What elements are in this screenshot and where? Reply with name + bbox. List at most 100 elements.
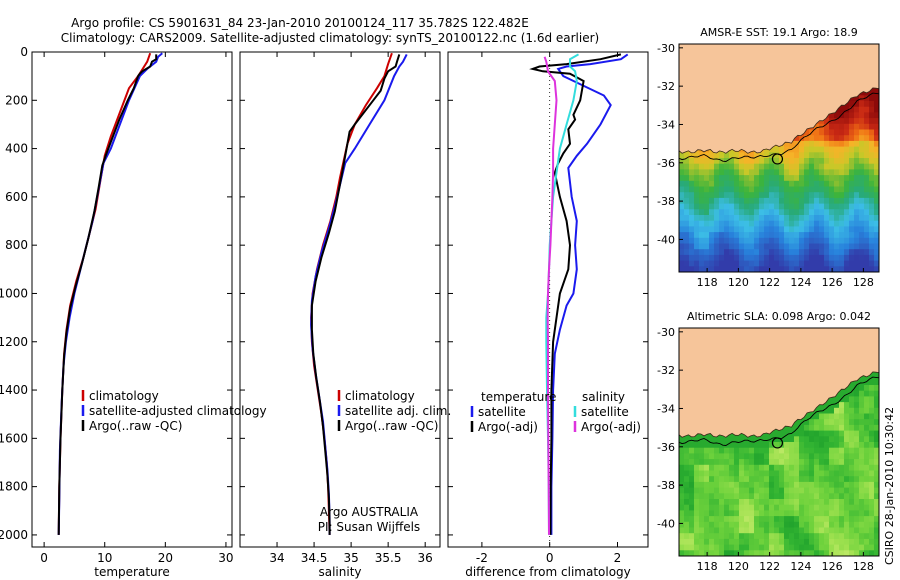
- map_sst-cell: [854, 197, 860, 205]
- map_sla-cell: [729, 527, 735, 534]
- map_sst-cell: [864, 192, 870, 199]
- map_sla-cell: [784, 493, 790, 500]
- map_sst-cell: [749, 158, 755, 165]
- map_sst-cell: [774, 192, 780, 199]
- map_sst-cell: [739, 254, 745, 262]
- map_sla-cell: [684, 442, 690, 449]
- map_sla-cell: [809, 442, 815, 449]
- map_sla-cell: [839, 453, 845, 460]
- map_sst-cell: [684, 254, 690, 262]
- map_sla-cell: [799, 419, 805, 426]
- map_sla-cell: [814, 487, 820, 494]
- map_sla-cell: [849, 396, 855, 403]
- map_sla-cell: [694, 436, 700, 443]
- map_sst-cell: [859, 243, 865, 250]
- map_sst-cell: [699, 180, 705, 188]
- map_sla-cell: [714, 464, 720, 472]
- map_sst-cell: [744, 254, 750, 262]
- map_sst-cell: [804, 232, 810, 239]
- map_sst-cell: [809, 158, 815, 165]
- map_sla-cell: [744, 521, 750, 529]
- map_sst-cell: [744, 232, 750, 239]
- map_sla-cell: [744, 442, 750, 449]
- map_sla-cell: [839, 430, 845, 437]
- map_sst-cell: [859, 215, 865, 222]
- difference-series-0: [550, 53, 629, 535]
- map_sla-cell: [829, 487, 835, 494]
- map_sst-cell: [854, 140, 860, 148]
- map_sla-cell: [824, 516, 830, 523]
- map_sla-cell: [694, 453, 700, 460]
- map_sla-cell: [679, 538, 685, 546]
- map_sla-cell: [679, 470, 685, 477]
- map_sst-cell: [689, 215, 695, 222]
- map_sla-cell: [679, 510, 685, 517]
- map_sst-cell: [814, 254, 820, 262]
- map_sst-cell: [709, 232, 715, 239]
- map_sla-cell: [744, 499, 750, 506]
- map_sla-cell: [724, 493, 730, 500]
- map_sst-cell: [684, 169, 690, 176]
- map_sst-cell: [824, 123, 830, 131]
- map_sla-cell: [679, 442, 685, 449]
- map_sst-cell: [734, 180, 740, 188]
- map_sst-cell: [729, 243, 735, 250]
- map_sla-cell: [714, 544, 720, 551]
- map_sla-cell: [874, 493, 879, 500]
- map_sst-cell: [729, 232, 735, 239]
- map_sla-cell: [719, 464, 725, 472]
- map_sst-cell: [724, 232, 730, 239]
- difference-xtick-label-2: 2: [614, 551, 622, 565]
- map_sst-cell: [714, 209, 720, 216]
- map_sla-cell: [679, 533, 685, 540]
- map_sst-cell: [684, 237, 690, 245]
- map_sst-cell: [699, 226, 705, 233]
- map_sst-cell: [829, 180, 835, 188]
- map_sla-cell: [699, 459, 705, 466]
- map_sst-cell: [824, 260, 830, 267]
- map_sla-cell: [839, 459, 845, 466]
- map_sst-cell: [849, 129, 855, 136]
- map_sla-cell: [819, 436, 825, 443]
- depth-tick-label-10: 2000: [0, 528, 28, 542]
- map_sla-cell: [824, 453, 830, 460]
- map_sst-cell: [789, 254, 795, 262]
- map_sla-cell: [829, 436, 835, 443]
- map_sst-cell: [744, 197, 750, 205]
- map_sst-cell: [779, 254, 785, 262]
- map_sla-cell: [854, 544, 860, 551]
- map_sst-cell: [764, 232, 770, 239]
- map_sla-cell: [679, 550, 685, 556]
- map_sla-cell: [844, 390, 850, 397]
- map_sst-xtick-label-5: 128: [853, 276, 874, 289]
- map_sst-cell: [774, 215, 780, 222]
- map_sla-cell: [779, 504, 785, 511]
- map_sst-cell: [699, 254, 705, 262]
- map_sst-cell: [864, 140, 870, 148]
- map_sst-xtick-label-3: 124: [790, 276, 811, 289]
- map_sla-cell: [794, 533, 800, 540]
- map_sla-cell: [854, 447, 860, 454]
- map_sst-cell: [834, 243, 840, 250]
- map_sla-cell: [744, 533, 750, 540]
- map_sst-cell: [709, 163, 715, 170]
- map_sla-ytick-label-3: -36: [657, 441, 675, 454]
- map_sst-cell: [694, 186, 700, 193]
- map_sla-cell: [799, 510, 805, 517]
- map_sla-cell: [699, 487, 705, 494]
- map_sla-cell: [824, 424, 830, 432]
- map_sla-cell: [829, 516, 835, 523]
- map_sla-cell: [799, 544, 805, 551]
- map_sst-cell: [689, 152, 695, 159]
- map_sla-cell: [794, 504, 800, 511]
- map_sst-cell: [709, 209, 715, 216]
- map_sst-cell: [774, 203, 780, 210]
- map_sst-cell: [769, 266, 775, 272]
- map_sla-cell: [724, 521, 730, 529]
- map_sst-cell: [794, 266, 800, 272]
- map_sla-cell: [809, 550, 815, 556]
- map_sla-cell: [684, 447, 690, 454]
- map_sst-cell: [774, 146, 780, 153]
- map_sst-cell: [874, 140, 879, 148]
- map_sla-cell: [814, 407, 820, 415]
